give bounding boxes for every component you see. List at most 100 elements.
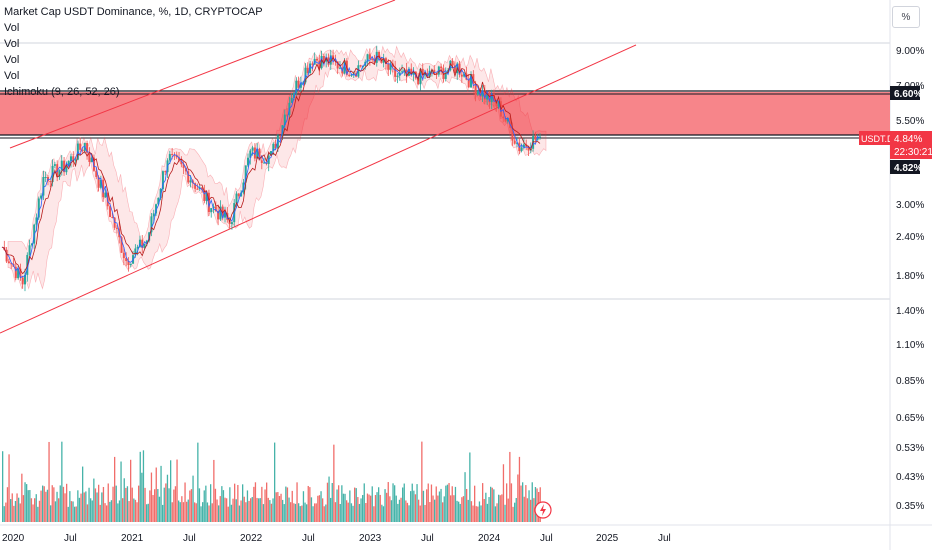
candle-body <box>44 177 47 179</box>
volume-bar <box>482 483 484 522</box>
percent-scale-button[interactable]: % <box>892 6 920 28</box>
volume-bar <box>344 493 346 522</box>
candle-body <box>138 239 141 247</box>
volume-bar <box>499 495 501 522</box>
candle-body <box>426 73 429 78</box>
candle-body <box>290 97 293 103</box>
volume-bar <box>170 460 172 522</box>
volume-bar <box>62 486 65 522</box>
ichimoku-indicator[interactable]: Ichimoku (9, 26, 52, 26) <box>4 86 120 98</box>
candle-body <box>171 154 174 156</box>
candle-body <box>134 248 137 256</box>
volume-indicator[interactable]: Vol <box>4 54 20 66</box>
candle-body <box>141 239 144 248</box>
volume-bar <box>163 487 165 522</box>
price-axis[interactable]: 9.00% 7.00% 5.50% 3.00% 2.40% 1.80% 1.40… <box>896 46 924 512</box>
candle-body <box>81 149 84 151</box>
volume-bar <box>64 493 66 522</box>
candle-body <box>520 147 523 152</box>
candle-body <box>274 143 277 149</box>
volume-bar <box>280 493 282 522</box>
x-tick: Jul <box>183 533 196 544</box>
candle-body <box>178 157 181 161</box>
volume-bar <box>515 498 517 522</box>
volume-bar <box>21 473 23 522</box>
volume-bar <box>440 488 442 522</box>
volume-bar <box>302 491 305 522</box>
volume-bar <box>123 478 125 522</box>
candle-body <box>104 192 107 198</box>
candle-body <box>488 92 491 103</box>
candle-body <box>343 60 346 74</box>
candle-body <box>136 246 139 249</box>
x-tick: 2024 <box>478 533 501 544</box>
candle-body <box>453 65 456 74</box>
volume-bar <box>224 497 226 522</box>
volume-bar <box>59 485 61 522</box>
volume-indicator[interactable]: Vol <box>4 22 20 34</box>
volume-bar <box>22 495 25 522</box>
volume-bar <box>245 502 247 522</box>
volume-bar <box>152 495 154 522</box>
candle-body <box>30 243 33 246</box>
candle-body <box>69 156 72 161</box>
volume-bar <box>189 490 191 522</box>
volume-bar <box>341 485 343 522</box>
candle-body <box>60 160 63 171</box>
x-tick: Jul <box>540 533 553 544</box>
symbol-title[interactable]: Market Cap USDT Dominance, %, 1D, CRYPTO… <box>4 6 263 18</box>
volume-bar <box>472 505 474 522</box>
volume-bar <box>194 502 196 522</box>
volume-bar <box>448 483 450 522</box>
volume-bar <box>165 483 167 522</box>
replay-icon[interactable] <box>534 501 552 519</box>
volume-bar <box>174 486 177 522</box>
volume-bar <box>56 491 58 522</box>
volume-bar <box>114 456 116 522</box>
volume-bar <box>458 501 460 522</box>
time-axis[interactable]: 2020 Jul 2021 Jul 2022 Jul 2023 Jul 2024… <box>2 533 671 544</box>
volume-bar <box>310 497 313 522</box>
volume-bar <box>74 506 76 522</box>
candle-body <box>58 170 61 178</box>
volume-bar <box>432 495 434 522</box>
candle-body <box>417 78 420 85</box>
volume-bar <box>382 506 385 522</box>
candle-body <box>35 217 38 225</box>
volume-bar <box>525 485 527 522</box>
candle-body <box>235 193 238 204</box>
candle-body <box>401 71 404 73</box>
candle-body <box>111 217 114 219</box>
volume-bar <box>526 498 529 522</box>
volume-bar <box>234 483 236 522</box>
volume-bar <box>136 502 138 522</box>
volume-bar <box>138 485 140 522</box>
volume-bar <box>389 496 391 522</box>
volume-bar <box>173 489 175 522</box>
candle-body <box>99 179 102 188</box>
x-tick: 2023 <box>359 533 382 544</box>
volume-bar <box>528 490 530 522</box>
volume-bar <box>130 459 132 522</box>
volume-bar <box>186 501 188 522</box>
candle-body <box>299 83 302 88</box>
volume-bar <box>330 497 332 522</box>
volume-indicator[interactable]: Vol <box>4 38 20 50</box>
volume-bar <box>384 489 386 522</box>
volume-bar <box>454 486 457 522</box>
volume-bar <box>357 497 359 522</box>
volume-bar <box>208 505 210 522</box>
candle-body <box>40 195 43 199</box>
candle-body <box>419 68 422 85</box>
ichimoku-conversion-line <box>1 54 541 279</box>
volume-bar <box>466 488 468 522</box>
volume-indicator[interactable]: Vol <box>4 70 20 82</box>
volume-bar <box>46 489 49 522</box>
volume-bar <box>491 487 493 522</box>
volume-bar <box>450 495 452 522</box>
candle-body <box>5 249 8 262</box>
volume-bar <box>501 494 503 522</box>
volume-bar <box>323 506 325 522</box>
svg-text:4.84%: 4.84% <box>894 134 922 145</box>
